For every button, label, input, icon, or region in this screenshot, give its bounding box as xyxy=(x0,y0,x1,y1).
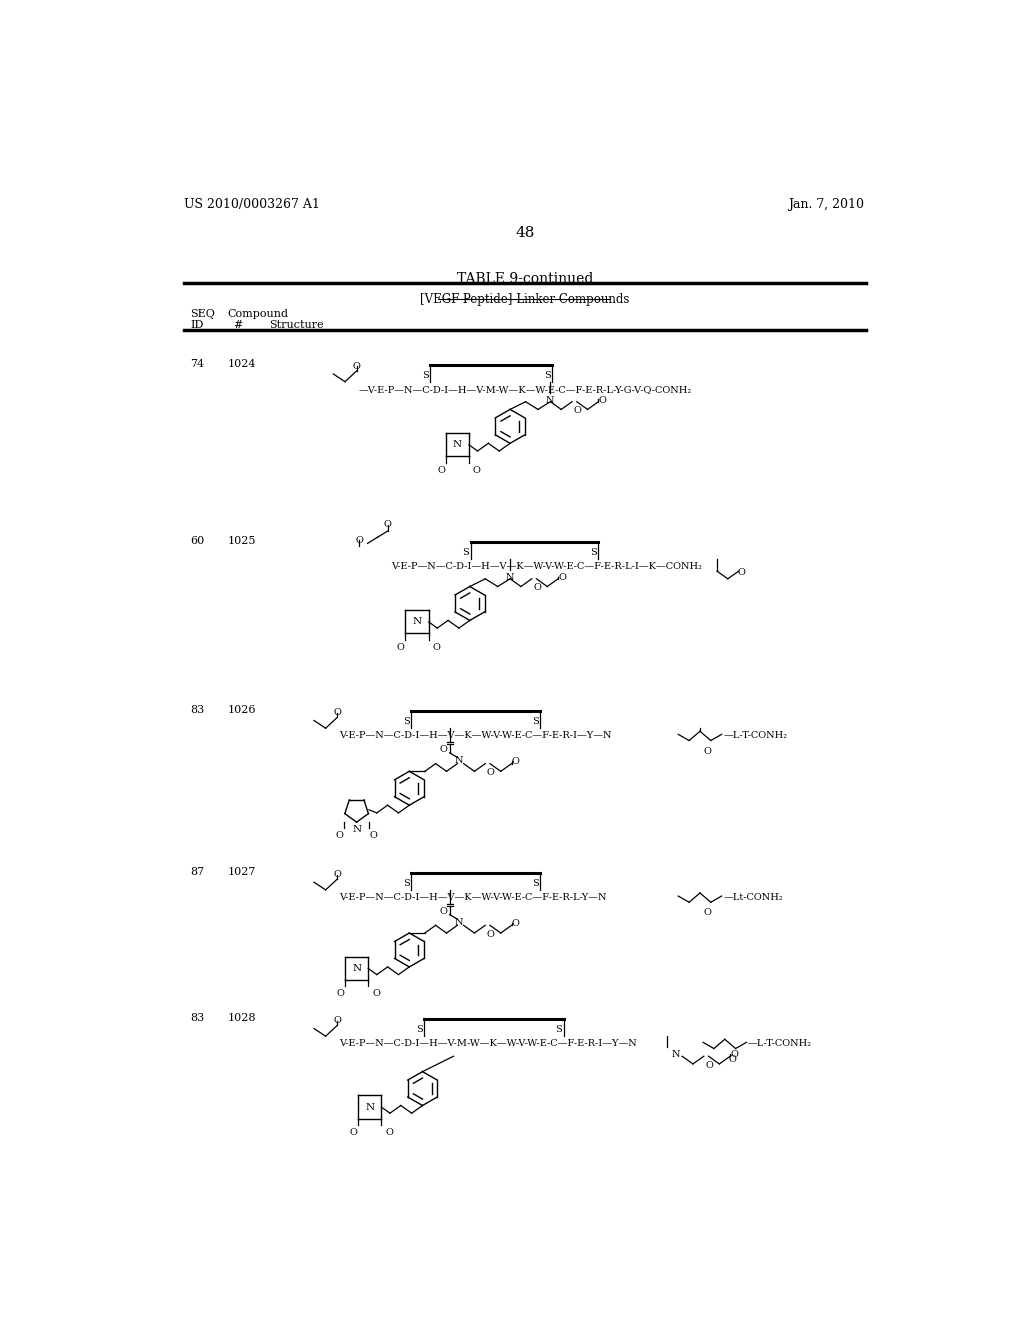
Text: SEQ: SEQ xyxy=(190,309,215,319)
Text: O: O xyxy=(372,989,380,998)
Text: N: N xyxy=(453,441,462,449)
Text: S: S xyxy=(416,1026,423,1035)
Text: S: S xyxy=(556,1026,562,1035)
Text: S: S xyxy=(532,718,539,726)
Text: N: N xyxy=(352,825,361,834)
Text: O: O xyxy=(334,708,341,717)
Text: —L-T-CONH₂: —L-T-CONH₂ xyxy=(723,731,787,741)
Text: O: O xyxy=(384,520,391,529)
Text: 1025: 1025 xyxy=(227,536,256,545)
Text: O: O xyxy=(334,1016,341,1026)
Text: V-E-P—N—C-D-I—H—V—K—W-V-W-E-C—F-E-R-I—Y—N: V-E-P—N—C-D-I—H—V—K—W-V-W-E-C—F-E-R-I—Y—… xyxy=(340,731,612,741)
Text: O: O xyxy=(558,573,566,582)
Text: 1026: 1026 xyxy=(227,705,256,715)
Text: S: S xyxy=(591,548,597,557)
Text: N: N xyxy=(366,1102,375,1111)
Text: O: O xyxy=(737,568,745,577)
Text: —Lt-CONH₂: —Lt-CONH₂ xyxy=(723,892,782,902)
Text: O: O xyxy=(573,407,582,416)
Text: N: N xyxy=(672,1051,680,1059)
Text: O: O xyxy=(439,907,447,916)
Text: O: O xyxy=(385,1127,393,1137)
Text: O: O xyxy=(370,832,378,841)
Text: O: O xyxy=(439,744,447,754)
Text: Jan. 7, 2010: Jan. 7, 2010 xyxy=(788,198,864,211)
Text: S: S xyxy=(544,371,551,380)
Text: O: O xyxy=(598,396,606,404)
Text: 1028: 1028 xyxy=(227,1014,256,1023)
Text: O: O xyxy=(706,1061,714,1069)
Text: O: O xyxy=(334,870,341,879)
Text: S: S xyxy=(463,548,469,557)
Text: S: S xyxy=(422,371,429,380)
Text: O: O xyxy=(432,643,440,652)
Text: O: O xyxy=(352,362,360,371)
Text: O: O xyxy=(397,643,404,652)
Text: V-E-P—N—C-D-I—H—V—K—W-V-W-E-C—F-E-R-L-I—K—CONH₂: V-E-P—N—C-D-I—H—V—K—W-V-W-E-C—F-E-R-L-I—… xyxy=(391,562,702,570)
Text: Structure: Structure xyxy=(269,321,324,330)
Text: US 2010/0003267 A1: US 2010/0003267 A1 xyxy=(183,198,319,211)
Text: 48: 48 xyxy=(515,226,535,240)
Text: O: O xyxy=(486,929,495,939)
Text: O: O xyxy=(486,768,495,777)
Text: N: N xyxy=(352,964,361,973)
Text: S: S xyxy=(402,879,410,888)
Text: V-E-P—N—C-D-I—H—V-M-W—K—W-V-W-E-C—F-E-R-I—Y—N: V-E-P—N—C-D-I—H—V-M-W—K—W-V-W-E-C—F-E-R-… xyxy=(340,1039,637,1048)
Text: O: O xyxy=(349,1127,357,1137)
Text: 74: 74 xyxy=(190,359,204,368)
Text: #: # xyxy=(233,321,243,330)
Text: O: O xyxy=(728,1055,736,1064)
Text: N: N xyxy=(413,618,422,627)
Text: 1024: 1024 xyxy=(227,359,256,368)
Text: O: O xyxy=(703,908,712,917)
Text: 87: 87 xyxy=(190,867,204,876)
Text: O: O xyxy=(512,758,519,767)
Text: N: N xyxy=(455,756,463,764)
Text: V-E-P—N—C-D-I—H—V—K—W-V-W-E-C—F-E-R-L-Y—N: V-E-P—N—C-D-I—H—V—K—W-V-W-E-C—F-E-R-L-Y—… xyxy=(340,892,607,902)
Text: O: O xyxy=(437,466,445,475)
Text: O: O xyxy=(534,583,542,593)
Text: ID: ID xyxy=(190,321,204,330)
Text: 1027: 1027 xyxy=(227,867,256,876)
Text: O: O xyxy=(355,536,362,545)
Text: O: O xyxy=(512,919,519,928)
Text: O: O xyxy=(336,832,343,841)
Text: O: O xyxy=(337,989,344,998)
Text: 60: 60 xyxy=(190,536,204,545)
Text: Compound: Compound xyxy=(227,309,288,319)
Text: N: N xyxy=(506,573,514,582)
Text: O: O xyxy=(730,1051,738,1059)
Text: S: S xyxy=(402,718,410,726)
Text: —L-T-CONH₂: —L-T-CONH₂ xyxy=(748,1039,812,1048)
Text: TABLE 9-continued: TABLE 9-continued xyxy=(457,272,593,286)
Text: N: N xyxy=(546,396,554,405)
Text: N: N xyxy=(455,917,463,927)
Text: O: O xyxy=(703,747,712,755)
Text: 83: 83 xyxy=(190,705,204,715)
Text: [VEGF-Peptide]-Linker Compounds: [VEGF-Peptide]-Linker Compounds xyxy=(420,293,630,306)
Text: O: O xyxy=(473,466,480,475)
Text: S: S xyxy=(532,879,539,888)
Text: 83: 83 xyxy=(190,1014,204,1023)
Text: —V-E-P—N—C-D-I—H—V-M-W—K—W-E-C—F-E-R-L-Y-G-V-Q-CONH₂: —V-E-P—N—C-D-I—H—V-M-W—K—W-E-C—F-E-R-L-Y… xyxy=(359,385,692,393)
